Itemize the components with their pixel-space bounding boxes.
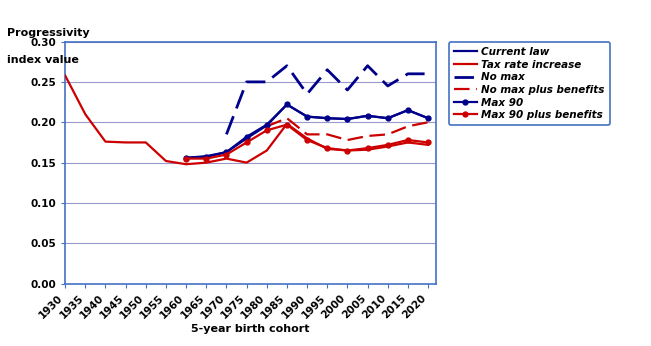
Max 90 plus benefits [182, 156, 190, 161]
Max 90 plus benefits [243, 140, 251, 145]
Tax rate increase [324, 147, 331, 151]
Current law [424, 116, 432, 120]
Current law [263, 124, 271, 128]
Tax rate increase [102, 139, 109, 144]
Max 90 plus benefits [303, 138, 311, 142]
Max 90 [283, 102, 291, 107]
Max 90 plus benefits [344, 148, 352, 153]
Line: Max 90 plus benefits: Max 90 plus benefits [184, 122, 430, 161]
Max 90 plus benefits [324, 146, 331, 150]
No max [344, 88, 352, 92]
Tax rate increase [283, 122, 291, 126]
Tax rate increase [364, 148, 372, 152]
Current law [404, 108, 412, 112]
Max 90 [384, 116, 392, 120]
No max [364, 64, 372, 68]
Line: Tax rate increase: Tax rate increase [65, 75, 428, 164]
Max 90 [404, 108, 412, 112]
Current law [202, 154, 210, 158]
Current law [364, 114, 372, 118]
Max 90 [182, 156, 190, 160]
Max 90 [303, 115, 311, 119]
No max plus benefits [283, 116, 291, 120]
Tax rate increase [263, 148, 271, 153]
Max 90 [223, 150, 230, 154]
Max 90 [324, 116, 331, 120]
Tax rate increase [303, 136, 311, 140]
No max plus benefits [404, 124, 412, 128]
Line: No max: No max [227, 66, 428, 134]
Max 90 plus benefits [283, 122, 291, 127]
No max plus benefits [344, 138, 352, 142]
Max 90 [263, 122, 271, 127]
Current law [223, 150, 230, 154]
Tax rate increase [243, 161, 251, 165]
Line: No max plus benefits: No max plus benefits [267, 118, 428, 140]
Max 90 plus benefits [424, 140, 432, 145]
Tax rate increase [162, 159, 170, 163]
Line: Current law: Current law [186, 104, 428, 158]
Legend: Current law, Tax rate increase, No max, No max plus benefits, Max 90, Max 90 plu: Current law, Tax rate increase, No max, … [449, 42, 610, 125]
Text: index value: index value [7, 55, 78, 65]
Max 90 plus benefits [223, 153, 230, 157]
Current law [243, 136, 251, 140]
Max 90 plus benefits [263, 128, 271, 133]
No max plus benefits [263, 124, 271, 128]
Max 90 plus benefits [202, 156, 210, 161]
Max 90 [424, 116, 432, 120]
No max plus benefits [364, 134, 372, 138]
No max plus benefits [384, 132, 392, 136]
Tax rate increase [424, 143, 432, 147]
No max [384, 84, 392, 88]
No max [263, 80, 271, 84]
No max [243, 80, 251, 84]
No max [324, 68, 331, 72]
Line: Max 90: Max 90 [184, 102, 430, 160]
Max 90 [344, 117, 352, 121]
Tax rate increase [142, 140, 150, 145]
No max plus benefits [303, 132, 311, 136]
Tax rate increase [61, 73, 69, 78]
No max [424, 72, 432, 76]
No max [223, 132, 230, 136]
Current law [283, 102, 291, 107]
Max 90 [364, 114, 372, 118]
Max 90 plus benefits [384, 143, 392, 147]
Max 90 [243, 135, 251, 139]
Tax rate increase [81, 112, 89, 116]
No max [283, 64, 291, 68]
Max 90 plus benefits [364, 146, 372, 150]
Tax rate increase [122, 140, 130, 145]
Current law [324, 116, 331, 120]
X-axis label: 5-year birth cohort: 5-year birth cohort [191, 325, 310, 335]
Current law [182, 156, 190, 160]
No max plus benefits [324, 132, 331, 136]
No max [303, 92, 311, 96]
Current law [303, 115, 311, 119]
Tax rate increase [384, 144, 392, 148]
Tax rate increase [202, 161, 210, 165]
Current law [344, 117, 352, 121]
Tax rate increase [344, 148, 352, 153]
No max plus benefits [424, 120, 432, 124]
Tax rate increase [223, 156, 230, 161]
No max [404, 72, 412, 76]
Tax rate increase [182, 162, 190, 166]
Max 90 [202, 155, 210, 159]
Tax rate increase [404, 140, 412, 145]
Current law [384, 116, 392, 120]
Text: Progressivity: Progressivity [7, 28, 89, 38]
Max 90 plus benefits [404, 138, 412, 142]
